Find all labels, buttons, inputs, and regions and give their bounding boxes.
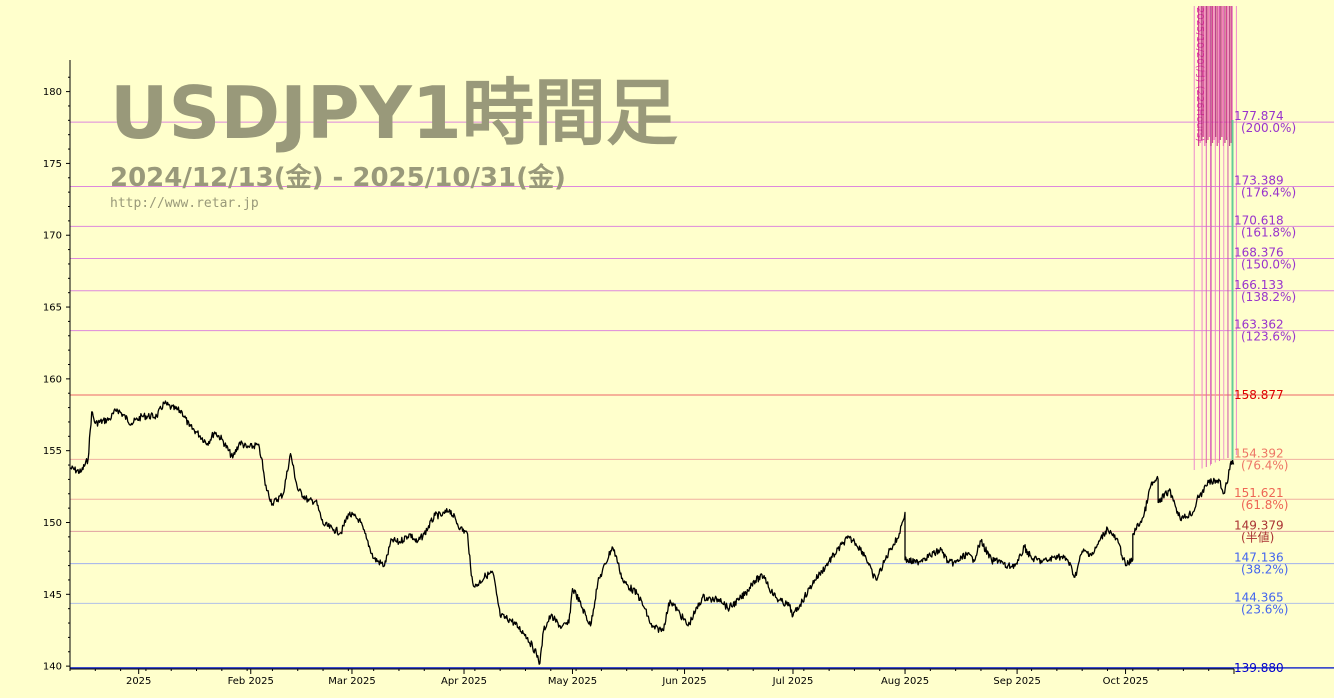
x-tick-label: May 2025 <box>548 676 597 687</box>
level-percent-label: (61.8%) <box>1241 498 1288 512</box>
chart-subtitle: 2024/12/13(金) - 2025/10/31(金) <box>110 162 566 193</box>
x-tick-label: Feb 2025 <box>228 676 274 687</box>
level-value-label: 147.136 <box>1234 551 1284 565</box>
x-tick-label: Oct 2025 <box>1103 676 1149 687</box>
level-labels: 177.874(200.0%) 173.389(176.4%) 170.618(16… <box>1234 109 1296 675</box>
chart-title: USDJPY1時間足 <box>110 71 678 155</box>
y-tick-label: 180 <box>43 87 62 98</box>
y-axis-ticks: 140 145 150 155 160 165 170 175 180 <box>43 76 70 673</box>
level-percent-label: (161.8%) <box>1241 225 1296 239</box>
time-marker-label-block <box>1207 6 1209 140</box>
site-url: http://www.retar.jp <box>110 196 259 211</box>
level-percent-label: (123.6%) <box>1241 330 1296 344</box>
level-value-label: 144.365 <box>1234 590 1284 604</box>
x-tick-label: Jul 2025 <box>772 676 814 687</box>
level-percent-label: (半値) <box>1241 529 1274 544</box>
y-tick-label: 140 <box>43 662 62 673</box>
level-percent-label: (200.0%) <box>1241 121 1296 135</box>
price-line <box>69 400 1235 665</box>
time-marker-label-block <box>1229 6 1231 146</box>
y-tick-label: 145 <box>43 590 62 601</box>
time-marker-label-block <box>1204 6 1206 146</box>
level-value-label: 163.362 <box>1234 318 1284 332</box>
time-marker-label-block <box>1199 6 1201 143</box>
range-bar <box>1231 120 1234 460</box>
x-tick-label: Mar 2025 <box>328 676 376 687</box>
time-marker-label-block <box>1225 6 1228 140</box>
x-tick-label: 2025 <box>126 676 151 687</box>
level-value-label: 166.133 <box>1234 278 1284 292</box>
x-tick-label: Apr 2025 <box>441 676 487 687</box>
time-marker-label-block <box>1227 6 1229 137</box>
time-marker-label-block <box>1221 6 1223 137</box>
level-percent-label: (138.2%) <box>1241 290 1296 304</box>
level-percent-label: (150.0%) <box>1241 258 1296 272</box>
level-percent-label: (76.4%) <box>1241 458 1288 472</box>
level-percent-label: (176.4%) <box>1241 186 1296 200</box>
level-value-label: 170.618 <box>1234 213 1284 227</box>
level-value-label: 177.874 <box>1234 109 1284 123</box>
time-marker-labels: 2025/10/20(月) (226Hours) <box>1194 6 1234 460</box>
time-marker-label-block <box>1219 6 1221 140</box>
x-tick-label: Jun 2025 <box>661 676 706 687</box>
level-lines <box>70 121 1334 669</box>
time-marker-label-block <box>1211 6 1214 143</box>
y-tick-label: 175 <box>43 159 62 170</box>
level-value-label: 154.392 <box>1234 446 1284 460</box>
level-value-label: 173.389 <box>1234 174 1284 188</box>
time-marker-label-block <box>1198 6 1200 146</box>
time-marker-label-block <box>1222 6 1224 146</box>
level-value-label: 151.621 <box>1234 486 1284 500</box>
time-marker-label-block <box>1218 6 1220 143</box>
price-series <box>69 400 1235 665</box>
y-tick-label: 160 <box>43 374 62 385</box>
level-percent-label: (38.2%) <box>1241 563 1288 577</box>
x-tick-label: Aug 2025 <box>881 676 929 687</box>
time-marker-label-block <box>1224 6 1226 143</box>
time-marker-label-block <box>1202 6 1204 137</box>
time-marker-label-block <box>1230 6 1232 143</box>
x-tick-label: Sep 2025 <box>993 676 1040 687</box>
level-percent-label: (23.6%) <box>1241 602 1288 616</box>
level-value-label: 149.379 <box>1234 518 1284 532</box>
time-marker-label-block <box>1215 6 1217 137</box>
time-marker-label-block <box>1213 6 1215 140</box>
time-marker-label-block <box>1210 6 1212 146</box>
time-marker-label-block <box>1205 6 1207 143</box>
time-marker-label-block <box>1201 6 1203 140</box>
level-value-label: 139.880 <box>1234 661 1284 675</box>
y-tick-label: 155 <box>43 446 62 457</box>
y-tick-label: 165 <box>43 303 62 314</box>
time-marker-label-block <box>1216 6 1218 146</box>
time-marker-label-block <box>1208 6 1211 137</box>
level-value-label: 168.376 <box>1234 246 1284 260</box>
x-axis-ticks: 2025 Feb 2025 Mar 2025 Apr 2025 May 2025 Jun … <box>69 669 1235 687</box>
y-tick-label: 150 <box>43 518 62 529</box>
level-value-label: 158.877 <box>1234 388 1284 402</box>
y-tick-label: 170 <box>43 231 62 242</box>
